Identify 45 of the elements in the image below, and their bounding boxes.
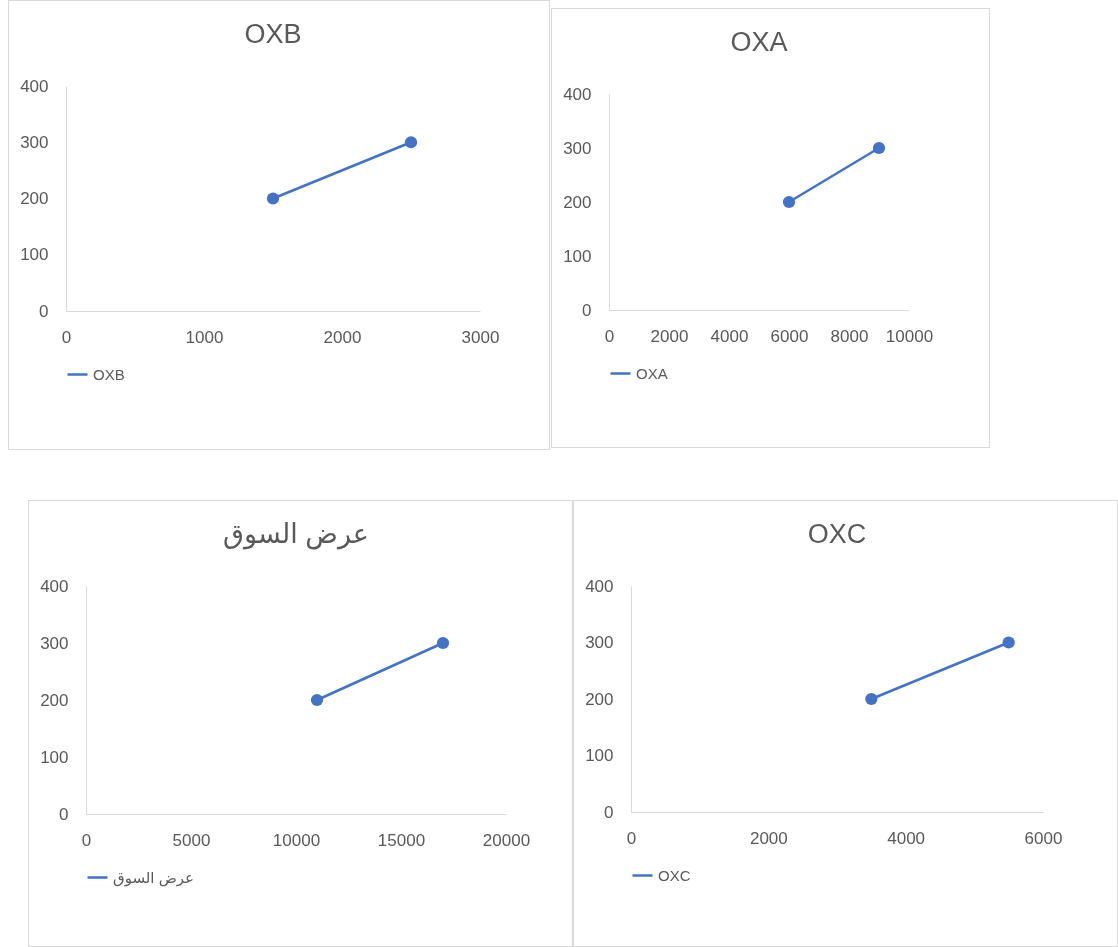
y-tick-label: 100 <box>20 245 49 265</box>
y-tick-label: 300 <box>20 132 49 152</box>
x-tick-label: 6000 <box>1024 828 1063 848</box>
y-tick-label: 0 <box>59 804 69 824</box>
x-tick-label: 15000 <box>377 830 426 850</box>
legend-label: OXC <box>658 866 691 884</box>
legend-label: OXA <box>636 364 668 382</box>
y-tick-label: 200 <box>20 189 49 208</box>
y-tick-label: 100 <box>40 747 69 767</box>
y-tick-label: 0 <box>604 802 614 822</box>
x-tick-label: 10000 <box>885 326 934 346</box>
x-tick-label: 0 <box>81 830 92 850</box>
y-tick-label: 0 <box>39 301 49 321</box>
legend-label: OXB <box>93 365 125 383</box>
x-tick-label: 3000 <box>461 327 500 347</box>
x-tick-label: 4000 <box>710 326 749 346</box>
y-tick-label: 400 <box>563 84 592 104</box>
x-tick-label: 6000 <box>770 326 809 346</box>
y-tick-label: 300 <box>563 138 592 158</box>
y-tick-label: 200 <box>563 192 592 212</box>
x-tick-label: 10000 <box>272 830 321 850</box>
y-tick-label: 200 <box>585 689 614 709</box>
chart-title: OXB <box>244 19 302 49</box>
y-tick-label: 400 <box>20 76 49 96</box>
x-tick-label: 4000 <box>887 828 926 848</box>
x-tick-label: 8000 <box>830 326 869 346</box>
x-tick-label: 0 <box>626 828 637 848</box>
y-tick-label: 100 <box>563 246 592 266</box>
x-tick-label: 2000 <box>749 828 788 848</box>
y-tick-label: 300 <box>585 633 614 652</box>
x-tick-label: 1000 <box>185 327 224 347</box>
x-tick-label: 20000 <box>482 830 531 850</box>
y-tick-label: 0 <box>582 300 592 320</box>
x-tick-label: 2000 <box>323 327 362 347</box>
x-tick-label: 5000 <box>172 830 211 850</box>
y-tick-label: 300 <box>40 633 69 653</box>
chart-title: OXA <box>730 27 788 57</box>
y-tick-label: 200 <box>40 690 69 710</box>
y-tick-label: 400 <box>585 576 614 596</box>
chart-title: OXC <box>807 519 867 549</box>
y-tick-label: 100 <box>585 746 614 765</box>
x-tick-label: 2000 <box>650 326 689 346</box>
legend-label: عرض السوق <box>113 868 195 887</box>
chart-title: عرض السوق <box>223 519 369 550</box>
y-tick-label: 400 <box>40 576 69 596</box>
